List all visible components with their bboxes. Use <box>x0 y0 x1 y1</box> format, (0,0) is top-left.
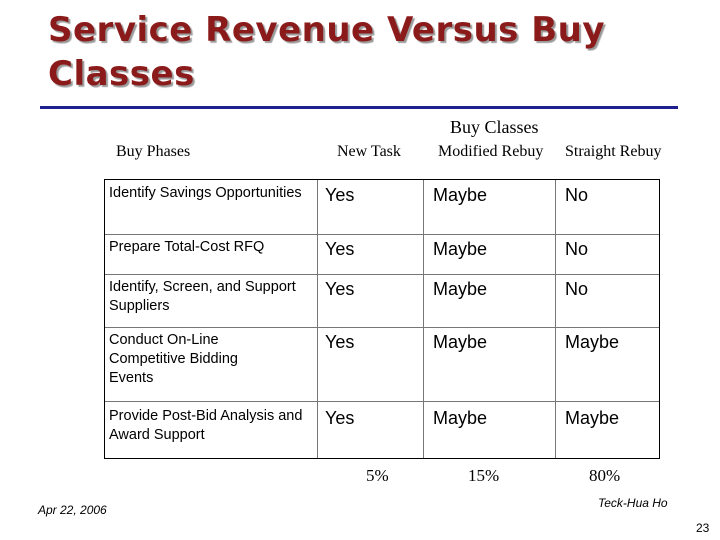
modified-rebuy-cell: Maybe <box>433 185 488 205</box>
slide-title: Service Revenue Versus Buy Classes <box>48 10 606 94</box>
column-divider <box>555 180 556 458</box>
col-header-new-task: New Task <box>337 143 401 160</box>
buy-phase: Provide Post-Bid Analysis and Award Supp… <box>109 408 303 443</box>
footer-date: Apr 22, 2006 <box>38 503 107 517</box>
modified-rebuy-cell: Maybe <box>433 279 488 299</box>
new-task-cell: Yes <box>325 185 355 205</box>
buy-phase: Conduct On-Line Competitive Bidding Even… <box>109 332 238 386</box>
row-divider <box>105 274 659 275</box>
buy-phase: Prepare Total-Cost RFQ <box>109 239 265 255</box>
new-task-cell: Yes <box>325 279 355 299</box>
new-task-percentage: 5% <box>366 466 389 485</box>
buy-classes-header: Buy Classes <box>450 117 539 137</box>
modified-rebuy-cell: Maybe <box>433 408 488 428</box>
row-divider <box>105 401 659 402</box>
straight-rebuy-cell: Maybe <box>565 332 620 352</box>
new-task-cell: Yes <box>325 408 355 428</box>
column-divider <box>423 180 424 458</box>
row-divider <box>105 327 659 328</box>
buy-phase: Identify Savings Opportunities <box>109 185 302 201</box>
page-number: 23 <box>696 521 710 535</box>
col-header-modified-rebuy: Modified Rebuy <box>438 143 544 160</box>
new-task-cell: Yes <box>325 239 355 259</box>
buy-phase: Identify, Screen, and Support Suppliers <box>109 279 296 314</box>
straight-rebuy-cell: No <box>565 185 589 205</box>
modified-rebuy-percentage: 15% <box>468 466 500 485</box>
new-task-cell: Yes <box>325 332 355 352</box>
col-header-straight-rebuy: Straight Rebuy <box>565 143 662 160</box>
footer-author: Teck-Hua Ho <box>598 496 668 510</box>
modified-rebuy-cell: Maybe <box>433 332 488 352</box>
modified-rebuy-cell: Maybe <box>433 239 488 259</box>
column-divider <box>317 180 318 458</box>
straight-rebuy-cell: No <box>565 239 589 259</box>
buy-classes-table: Identify Savings Opportunities Yes Maybe… <box>104 179 660 459</box>
straight-rebuy-percentage: 80% <box>589 466 621 485</box>
row-divider <box>105 234 659 235</box>
straight-rebuy-cell: No <box>565 279 589 299</box>
title-underline <box>40 106 678 109</box>
straight-rebuy-cell: Maybe <box>565 408 620 428</box>
col-header-buy-phases: Buy Phases <box>116 143 191 160</box>
